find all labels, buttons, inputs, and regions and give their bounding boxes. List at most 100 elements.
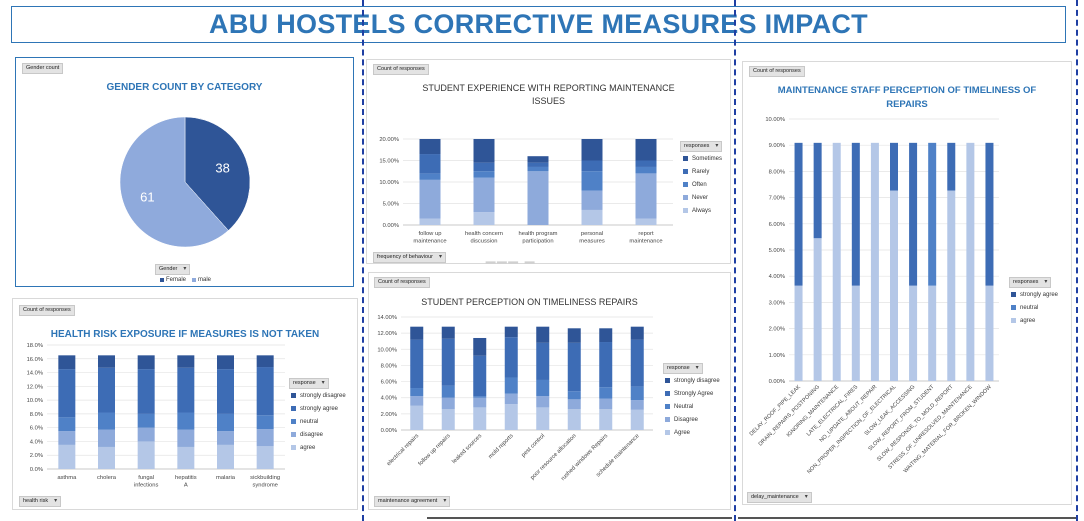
bar-segment-agree [177, 446, 195, 469]
x-tick-label: sickbuilding syndrome [250, 475, 280, 488]
x-tick-label: personal measures [579, 231, 605, 244]
x-tick-label: follow up maintenance [413, 231, 446, 244]
y-tick-label: 10.00% [379, 180, 399, 186]
y-tick-label: 20.00% [379, 137, 399, 143]
health-legend-title[interactable]: response [289, 378, 329, 389]
gender-pie-chart: 38 61 [119, 116, 251, 248]
experience-field-button[interactable]: Count of responses [373, 64, 429, 75]
bar-segment-agree [947, 190, 956, 381]
bar-segment-sometimes [635, 139, 657, 161]
bar-segment-strongly-disagree [177, 355, 195, 368]
bar-segment-never [473, 177, 495, 213]
y-tick-label: 0.00% [383, 223, 399, 229]
staff-filter-button[interactable]: delay_maintenance [747, 492, 812, 503]
bar-segment-strongly-agree [985, 142, 994, 286]
x-tick-label: hepatitis A [175, 475, 197, 488]
bar-segment-agree [909, 285, 918, 381]
y-tick-label: 4.0% [30, 439, 43, 445]
bar-segment-strongly-agree [794, 142, 803, 286]
bar-segment-never [581, 190, 603, 210]
bar-segment-neutral [441, 385, 455, 398]
bar-segment-strongly-disagree [217, 355, 234, 370]
bar-segment-agree [599, 409, 613, 430]
x-tick-label: report maintenance [629, 231, 662, 244]
staff-legend-title[interactable]: responses [1009, 277, 1052, 288]
y-tick-label: 4.00% [769, 274, 785, 280]
bar-segment-strongly-disagree [504, 326, 518, 338]
y-tick-label: 18.0% [27, 343, 43, 349]
bar-segment-strongly-disagree [473, 337, 487, 356]
y-tick-label: 2.00% [381, 412, 397, 418]
health-filter-button[interactable]: health risk [19, 496, 62, 507]
legend-item: Neutral [665, 400, 720, 413]
staff-field-button[interactable]: Count of responses [749, 66, 805, 77]
bar-segment-agree [410, 405, 424, 430]
bar-segment-strongly-agree [890, 142, 898, 191]
y-tick-label: 5.00% [383, 202, 399, 208]
bar-segment-agree [985, 285, 994, 381]
bar-segment-agree [890, 190, 898, 381]
bar-segment-strongly-agree [567, 342, 581, 392]
experience-filter-button[interactable]: frequency of behaviour [373, 252, 446, 263]
timeliness-filter-button[interactable]: maintenance agreement [374, 496, 451, 507]
gender-field-button[interactable]: Gender count [22, 63, 64, 74]
x-tick-label: WAITING_MATERIAL_FOR_BROKEN_WINDOW [903, 384, 994, 475]
pie-slice-female [184, 116, 251, 231]
experience-legend-title[interactable]: responses [680, 141, 723, 152]
timeliness-legend-title[interactable]: response [663, 363, 703, 374]
bar-segment-strongly-agree [58, 369, 76, 418]
y-tick-label: 0.0% [30, 467, 43, 473]
bar-segment-agree [851, 285, 860, 381]
x-tick-label: follow up repairs [418, 433, 452, 467]
bar-segment-strongly-disagree [536, 326, 550, 343]
bar-segment-disagree [536, 396, 550, 408]
legend-item: Strongly Agree [665, 387, 720, 400]
health-legend: strongly disagree strongly agree neutral… [291, 389, 346, 454]
bar-segment-disagree [441, 397, 455, 410]
legend-item: Rarely [683, 165, 722, 178]
legend-item: disagree [291, 428, 346, 441]
bar-segment-strongly-agree [851, 142, 860, 286]
bar-segment-neutral [928, 142, 937, 286]
bar-segment-disagree [98, 429, 115, 447]
bar-segment-agree [217, 444, 234, 469]
legend-item: Disagree [665, 413, 720, 426]
bottom-rule-right [738, 517, 1076, 519]
y-tick-label: 9.00% [769, 143, 785, 149]
bar-segment-strongly-disagree [441, 326, 455, 339]
x-tick-label: health concern discussion [465, 231, 503, 244]
bar-segment-neutral [504, 377, 518, 394]
legend-item: neutral [291, 415, 346, 428]
divider-right [734, 0, 736, 521]
bar-segment-neutral [137, 413, 155, 428]
bar-segment-strongly-disagree [567, 328, 581, 343]
divider-far-right [1076, 0, 1078, 521]
bar-segment-always [581, 209, 603, 225]
x-tick-label: cholera [97, 475, 117, 481]
bar-segment-agree [567, 409, 581, 430]
health-field-button[interactable]: Count of responses [19, 305, 75, 316]
y-tick-label: 14.0% [27, 371, 43, 377]
y-tick-label: 7.00% [769, 196, 785, 202]
bar-segment-strongly-agree [410, 339, 424, 389]
timeliness-field-button[interactable]: Count of responses [374, 277, 430, 288]
y-tick-label: 3.00% [769, 300, 785, 306]
x-tick-label: leaked sources [451, 433, 483, 465]
y-tick-label: 15.00% [379, 159, 399, 165]
timeliness-chart-title: STUDENT PERCEPTION ON TIMELINESS REPAIRS [421, 297, 638, 307]
gender-filter-button[interactable]: Gender [155, 264, 191, 275]
bar-segment-agree [870, 142, 879, 381]
bar-segment-agree [928, 285, 937, 381]
bar-segment-often [581, 171, 603, 191]
legend-item: Agree [665, 426, 720, 439]
bar-segment-never [527, 171, 549, 225]
pie-slice-male [119, 116, 229, 248]
bar-segment-always [473, 212, 495, 225]
timeliness-chart: 0.00% 2.00% 4.00% 6.00% 8.00% 10.00% 12.00% 14.… [377, 315, 653, 482]
y-tick-label: 6.0% [30, 426, 43, 432]
bar-segment-agree [504, 404, 518, 430]
bar-segment-agree [137, 441, 155, 469]
bar-segment-agree [794, 285, 803, 381]
bar-segment-sometimes [527, 156, 549, 163]
bar-segment-strongly-disagree [256, 355, 274, 368]
